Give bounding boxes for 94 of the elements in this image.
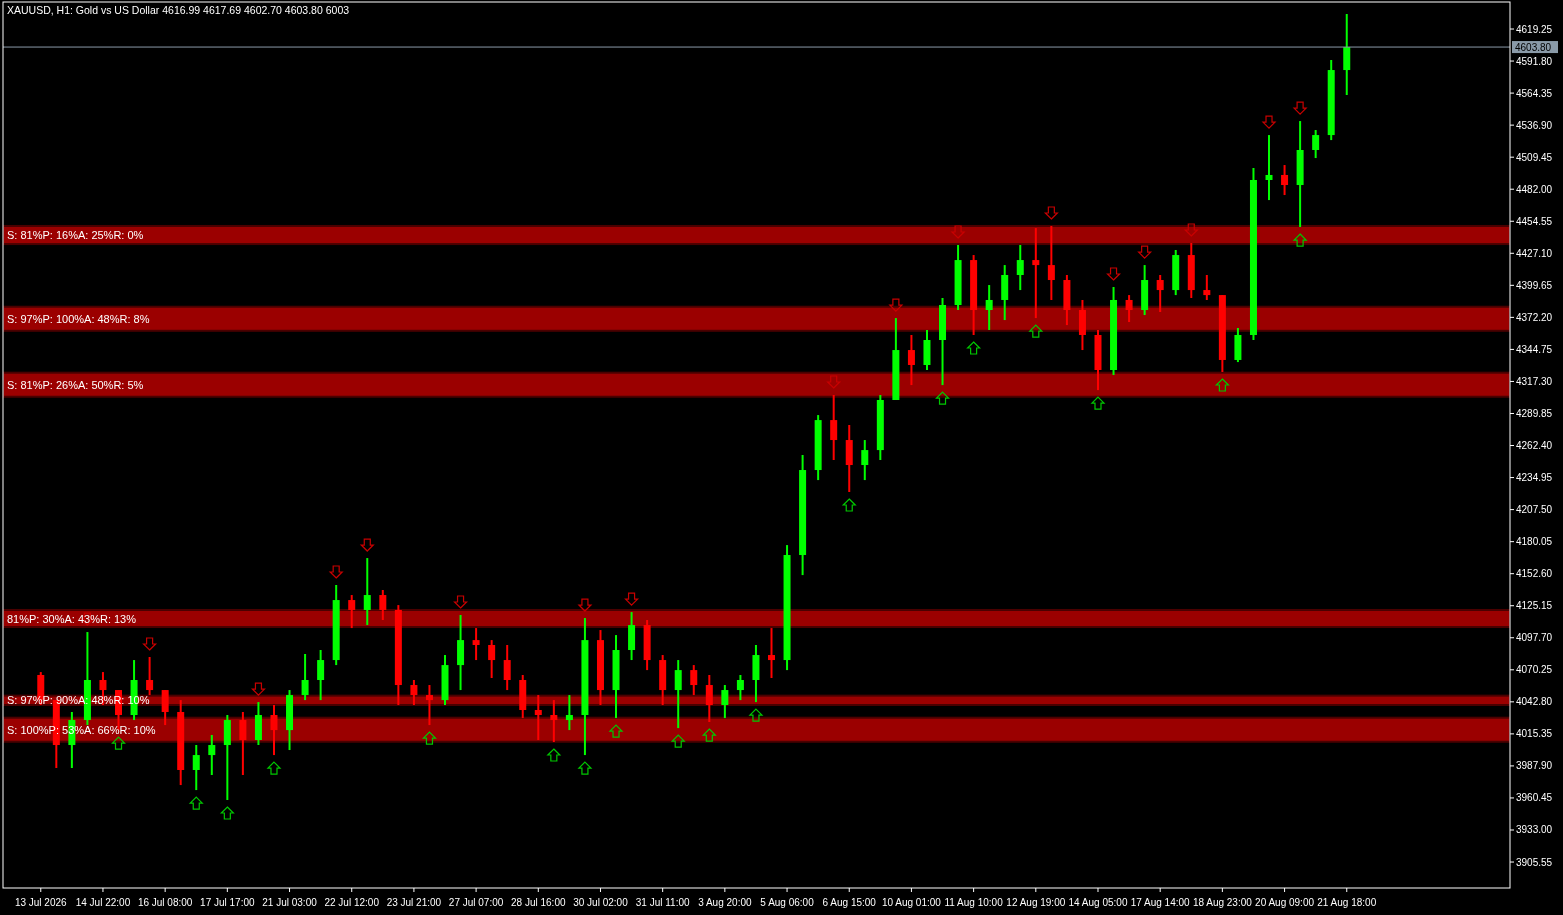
candlestick <box>317 649 325 702</box>
y-tick-label: 4070.25 <box>1516 664 1553 676</box>
y-tick-label: 4042.80 <box>1516 696 1553 708</box>
candlestick <box>1312 129 1320 160</box>
candlestick <box>239 710 247 777</box>
y-tick-label: 4207.50 <box>1516 504 1553 516</box>
candlestick <box>1281 164 1289 197</box>
ref-line-label: 4603.80 <box>1515 42 1552 54</box>
candlestick <box>1125 294 1133 324</box>
candlestick <box>985 284 993 331</box>
candlestick <box>705 673 713 724</box>
candlestick <box>1047 224 1055 301</box>
y-tick-label: 4234.95 <box>1516 472 1553 484</box>
y-tick-label: 4482.00 <box>1516 183 1553 195</box>
y-tick-label: 4619.25 <box>1516 23 1553 35</box>
y-tick-label: 4427.10 <box>1516 247 1553 259</box>
candlestick <box>270 703 278 757</box>
candlestick <box>690 664 698 697</box>
candlestick <box>861 439 869 482</box>
y-tick-label: 3905.55 <box>1516 856 1553 868</box>
y-tick-label: 4344.75 <box>1516 343 1553 355</box>
x-tick-label: 13 Jul 2026 <box>14 897 68 908</box>
y-tick-label: 4591.80 <box>1516 55 1553 67</box>
x-tick-label: 20 Aug 09:00 <box>1255 897 1315 908</box>
y-tick-label: 4564.35 <box>1516 87 1553 99</box>
candlestick <box>674 659 682 730</box>
candlestick <box>161 689 169 727</box>
x-tick-label: 21 Jul 03:00 <box>262 897 318 908</box>
x-tick-label: 17 Aug 14:00 <box>1130 897 1191 908</box>
candlestick <box>550 699 558 743</box>
y-tick-label: 4289.85 <box>1516 407 1553 419</box>
band-label: S: 81%P: 26%A: 50%R: 5% <box>7 378 144 391</box>
x-tick-label: 27 Jul 07:00 <box>448 897 504 908</box>
y-tick-label: 4180.05 <box>1516 536 1553 548</box>
x-tick-label: 12 Aug 19:00 <box>1006 897 1066 908</box>
y-tick-label: 4262.40 <box>1516 440 1553 452</box>
y-tick-label: 3933.00 <box>1516 824 1553 836</box>
x-tick-label: 18 Aug 23:00 <box>1192 897 1253 908</box>
candlestick <box>534 694 542 741</box>
candlestick <box>348 594 356 630</box>
x-tick-label: 6 Aug 15:00 <box>822 897 877 908</box>
candlestick <box>192 744 200 792</box>
candlestick <box>1156 274 1164 313</box>
chart-title: XAUUSD, H1: Gold vs US Dollar 4616.99 4617.69 4602.70 4603.80 6003 <box>7 4 350 16</box>
y-tick-label: 4317.30 <box>1516 375 1553 387</box>
band-label: S: 81%P: 16%A: 25%R: 0% <box>7 229 144 242</box>
x-tick-label: 22 Jul 12:00 <box>324 897 380 908</box>
candlestick <box>565 694 573 732</box>
candlestick <box>736 673 744 702</box>
y-tick-label: 4015.35 <box>1516 728 1553 740</box>
candlestick <box>1343 13 1351 97</box>
y-tick-label: 4454.55 <box>1516 215 1553 227</box>
x-tick-label: 14 Aug 05:00 <box>1068 897 1128 908</box>
candlestick <box>146 656 154 697</box>
y-tick-label: 4097.70 <box>1516 632 1553 644</box>
x-tick-label: 17 Jul 17:00 <box>200 897 256 908</box>
x-tick-label: 16 Jul 08:00 <box>137 897 193 908</box>
candlestick <box>379 589 387 622</box>
y-tick-label: 4125.15 <box>1516 600 1553 612</box>
candlestick <box>301 652 309 702</box>
candlestick <box>503 643 511 692</box>
candlestick <box>1203 274 1211 301</box>
y-tick-label: 4509.45 <box>1516 151 1553 163</box>
candlestick <box>768 627 775 680</box>
x-tick-label: 30 Jul 02:00 <box>573 897 629 908</box>
band-label: S: 97%P: 100%A: 48%R: 8% <box>7 312 150 325</box>
candlestick <box>208 733 216 777</box>
x-tick-label: 11 Aug 10:00 <box>944 897 1004 908</box>
y-tick-label: 4399.65 <box>1516 279 1553 291</box>
candlestick <box>1265 134 1273 202</box>
x-tick-label: 21 Aug 18:00 <box>1317 897 1377 908</box>
x-tick-label: 10 Aug 01:00 <box>881 897 942 908</box>
candlestick <box>410 679 418 706</box>
x-tick-label: 31 Jul 11:00 <box>635 897 690 908</box>
candlestick <box>907 333 915 387</box>
x-tick-label: 28 Jul 16:00 <box>511 897 566 908</box>
x-tick-label: 23 Jul 21:00 <box>386 897 442 908</box>
x-tick-label: 5 Aug 06:00 <box>760 897 815 908</box>
y-tick-label: 3987.90 <box>1516 760 1553 772</box>
y-tick-label: 4152.60 <box>1516 568 1553 580</box>
x-tick-label: 3 Aug 20:00 <box>698 897 752 908</box>
band-label: 81%P: 30%A: 43%R: 13% <box>7 612 137 625</box>
candlestick <box>1032 227 1040 320</box>
y-tick-label: 4372.20 <box>1516 311 1553 323</box>
candlestick <box>1016 244 1024 292</box>
candlestick <box>472 627 480 662</box>
candlestick <box>488 639 496 680</box>
y-tick-label: 4536.90 <box>1516 119 1553 131</box>
x-tick-label: 14 Jul 22:00 <box>75 897 131 908</box>
candlestick <box>425 684 433 727</box>
candlestick <box>721 684 729 720</box>
y-tick-label: 3960.45 <box>1516 792 1553 804</box>
candlestick <box>363 557 371 627</box>
candlestick <box>830 393 838 461</box>
